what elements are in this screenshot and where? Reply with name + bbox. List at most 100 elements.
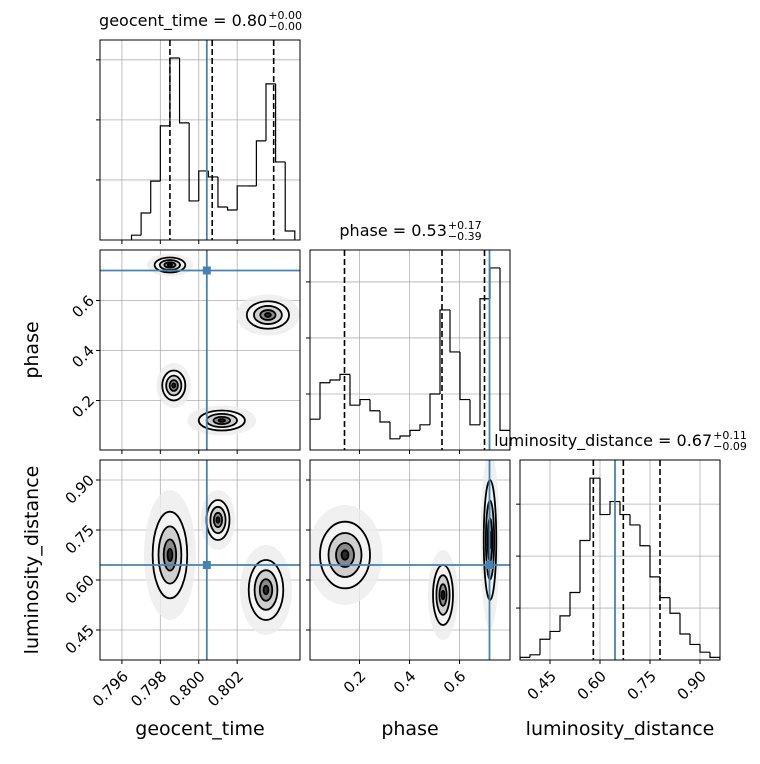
histogram-step xyxy=(679,613,690,635)
histogram-step xyxy=(489,267,500,299)
histogram-step xyxy=(589,477,600,541)
histogram-step xyxy=(629,514,640,526)
panel-frame xyxy=(309,459,511,661)
histogram-step xyxy=(399,435,410,439)
histogram-step xyxy=(439,309,450,394)
contour xyxy=(217,418,226,423)
histogram-step xyxy=(479,298,490,425)
y-axis-label: luminosity_distance xyxy=(21,466,43,655)
histogram-step xyxy=(469,399,480,426)
x-tick-label: 0.800 xyxy=(166,667,209,710)
x-tick-label: 0.2 xyxy=(340,667,370,697)
histogram-step xyxy=(539,638,550,655)
histogram-step xyxy=(319,382,330,420)
histogram-step xyxy=(217,176,228,208)
x-tick-label: 0.60 xyxy=(574,667,610,703)
density-panel xyxy=(100,460,300,660)
hist-title-lower: −0.09 xyxy=(713,440,747,453)
contour xyxy=(340,549,350,561)
density-panel xyxy=(100,250,300,450)
hist-title: phase = 0.53 xyxy=(339,221,446,240)
truth-marker xyxy=(202,266,211,275)
histogram-step xyxy=(236,185,247,210)
histogram xyxy=(310,250,510,450)
contour xyxy=(166,548,174,562)
y-tick-label: 0.4 xyxy=(68,342,98,372)
histogram-step xyxy=(419,424,430,431)
histogram-step xyxy=(520,656,530,660)
histogram-step xyxy=(559,615,570,632)
hist-title: geocent_time = 0.80 xyxy=(99,11,267,31)
panel-frame xyxy=(309,249,511,451)
x-tick-label: 0.45 xyxy=(524,667,560,703)
x-tick-label: 0.6 xyxy=(440,667,470,697)
density-panel xyxy=(310,460,510,660)
histogram-step xyxy=(529,654,540,658)
histogram-step xyxy=(459,351,470,401)
histogram-step xyxy=(369,399,380,412)
histogram-step xyxy=(188,122,199,202)
histogram-step xyxy=(198,170,209,201)
x-tick-label: 0.796 xyxy=(89,667,132,710)
hist-title-lower: −0.39 xyxy=(448,230,482,243)
panel-frame xyxy=(519,459,721,661)
histogram-step xyxy=(619,501,630,516)
histogram-step xyxy=(207,170,218,178)
histogram-step xyxy=(599,478,610,516)
histogram-step xyxy=(409,429,420,436)
contour xyxy=(171,382,177,389)
histogram-step xyxy=(159,125,170,182)
histogram-step xyxy=(255,140,266,186)
histogram-step xyxy=(689,634,700,646)
histogram-step xyxy=(699,644,710,653)
histogram-step xyxy=(349,374,360,406)
histogram-step xyxy=(284,161,296,240)
histogram-step xyxy=(130,234,142,240)
y-tick-label: 0.6 xyxy=(68,292,98,322)
hist-title-upper: +0.00 xyxy=(268,9,302,22)
histogram-step xyxy=(429,393,440,425)
contour xyxy=(264,312,272,318)
contour xyxy=(166,263,173,267)
contour xyxy=(215,516,221,524)
histogram-step xyxy=(579,539,590,593)
contour xyxy=(262,584,270,596)
histogram-step xyxy=(709,652,720,660)
panel-frame xyxy=(99,459,301,661)
histogram-step xyxy=(359,398,370,406)
y-tick-label: 0.2 xyxy=(68,392,98,422)
histogram-step xyxy=(609,500,620,515)
histogram-step xyxy=(569,591,580,616)
histogram-step xyxy=(169,57,180,126)
histogram-step xyxy=(499,267,510,450)
histogram-step xyxy=(649,545,660,578)
x-tick-label: 0.802 xyxy=(204,667,247,710)
x-tick-label: 0.798 xyxy=(127,667,170,710)
hist-title-upper: +0.11 xyxy=(713,429,747,442)
histogram xyxy=(130,40,296,240)
histogram-step xyxy=(150,180,161,213)
histogram-step xyxy=(379,410,390,423)
histogram-step xyxy=(389,421,400,440)
histogram-step xyxy=(339,373,350,380)
y-tick-label: 0.90 xyxy=(62,471,98,507)
y-tick-label: 0.45 xyxy=(62,621,98,657)
contour xyxy=(440,589,446,601)
histogram-step xyxy=(549,630,560,640)
truth-marker xyxy=(485,561,494,569)
x-tick-label: 0.90 xyxy=(674,667,710,703)
x-axis-label: luminosity_distance xyxy=(526,718,715,740)
panel-frame xyxy=(99,249,301,451)
histogram-step xyxy=(265,83,276,141)
histogram-step xyxy=(226,206,238,211)
y-axis-label: phase xyxy=(21,321,43,378)
y-tick-label: 0.75 xyxy=(62,521,98,557)
x-tick-label: 0.75 xyxy=(624,667,660,703)
panel-frame xyxy=(99,39,301,241)
histogram-step xyxy=(659,576,670,599)
histogram-step xyxy=(275,83,286,163)
hist-title: luminosity_distance = 0.67 xyxy=(494,431,712,451)
histogram xyxy=(520,460,720,660)
x-axis-label: phase xyxy=(381,718,438,740)
